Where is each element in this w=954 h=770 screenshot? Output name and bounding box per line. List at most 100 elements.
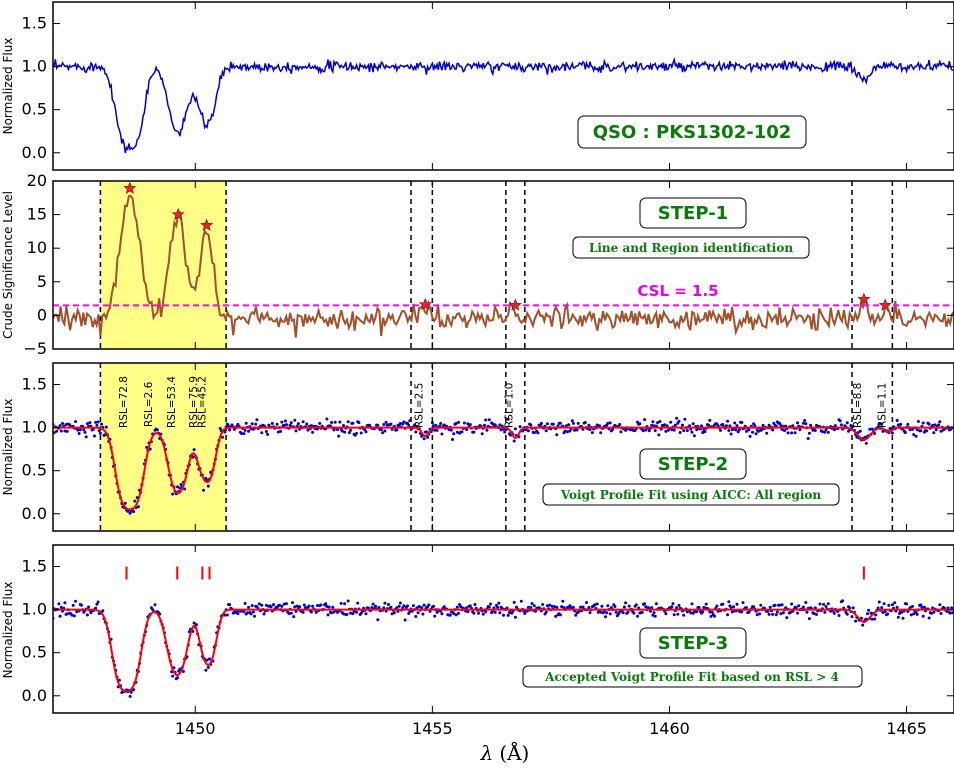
p4-data-point [880, 606, 884, 610]
panel2-ylabel: Crude Significance Level [1, 191, 15, 339]
p3-data-point [240, 432, 243, 435]
p3-data-point [349, 428, 353, 432]
p3-data-point [440, 432, 444, 436]
p3-data-point [389, 422, 393, 426]
p4-data-point [339, 601, 343, 605]
p4-data-point [293, 605, 297, 609]
p3-data-point [838, 419, 842, 423]
p4-data-point [397, 604, 401, 608]
p4-data-point [664, 612, 668, 616]
panel4-plot-area [53, 566, 954, 698]
p4-data-point [671, 602, 675, 606]
p4-data-point [874, 613, 878, 617]
qso-title-box: QSO : PKS1302-102 [577, 115, 807, 149]
p4-data-point [208, 657, 211, 661]
p4-data-point [824, 605, 828, 608]
p4-data-point [128, 694, 132, 698]
p4-data-point [636, 614, 639, 618]
p3-data-point [426, 435, 430, 439]
p4-data-point [330, 611, 334, 615]
p4-data-point [101, 609, 105, 613]
p3-data-point [691, 422, 695, 426]
p4-data-point [555, 605, 559, 609]
panel1-y-ticks: 1.5 1.0 0.5 0.0 [22, 14, 954, 162]
p3-data-point [206, 484, 210, 488]
p3-data-point [351, 421, 355, 425]
p4-data-point [349, 611, 353, 615]
p3-data-point [608, 421, 612, 425]
p1-ytick-label: 1.5 [22, 14, 47, 33]
p4-data-point [898, 612, 901, 615]
p4-data-point [890, 603, 894, 607]
p3-data-point [178, 486, 182, 490]
p3-data-point [748, 434, 752, 438]
p4-data-point [704, 602, 708, 606]
p4-data-point [796, 611, 799, 615]
p4-ytick-label: 0.0 [22, 686, 47, 705]
p3-data-point [707, 423, 711, 427]
p4-data-point [448, 613, 452, 617]
p3-data-point [880, 422, 884, 426]
panel4-y-ticks: 1.5 1.0 0.5 0.0 [22, 557, 954, 705]
p4-data-point [895, 605, 899, 609]
p4-data-point [548, 603, 552, 607]
p4-data-point [768, 605, 772, 609]
p4-data-point [355, 610, 358, 614]
p4-data-point [421, 612, 425, 616]
p3-data-point [636, 420, 639, 424]
p4-data-point [280, 604, 284, 608]
p4-data-point [346, 599, 350, 603]
p4-data-point [626, 610, 630, 614]
p4-data-point [797, 604, 801, 608]
p3-data-point [408, 419, 412, 423]
p3-data-point [939, 429, 943, 433]
p4-data-point [242, 610, 246, 614]
p3-data-point [780, 428, 784, 431]
p4-data-point [652, 611, 656, 615]
p3-data-point [916, 420, 920, 423]
p4-data-point [465, 606, 469, 610]
p3-data-point [487, 418, 491, 422]
p4-data-point [721, 602, 725, 606]
p2-region-shade [100, 181, 227, 349]
p3-data-point [638, 422, 642, 426]
p4-data-point [493, 610, 497, 614]
p4-data-point [532, 604, 536, 608]
p4-data-point [356, 601, 360, 605]
p4-data-point [605, 611, 609, 615]
p3-data-point [503, 430, 507, 434]
p4-data-point [544, 610, 548, 614]
panel-step-1: 20 15 10 5 0 −5 Crude Significance Level STEP… [1, 171, 954, 358]
p4-data-point [71, 603, 75, 607]
p3-data-point [570, 419, 574, 423]
rsl-label: RSL=2.5 [413, 383, 425, 428]
p4-data-point [613, 605, 617, 608]
p4-data-point [319, 603, 323, 607]
p3-data-point [820, 430, 824, 434]
p4-data-point [823, 610, 827, 614]
p4-data-point [498, 611, 502, 615]
p4-data-point [257, 602, 261, 606]
csl-peak-star [508, 298, 522, 311]
p3-data-point [532, 431, 536, 435]
p3-data-point [343, 430, 347, 434]
rsl-label: RSL=1.1 [877, 383, 889, 428]
p4-data-point [682, 613, 686, 617]
p3-data-point [896, 423, 900, 427]
p4-data-point [600, 604, 604, 608]
p3-data-point [823, 430, 827, 434]
p4-data-point [710, 610, 714, 614]
step3-title-box: STEP-3 [639, 627, 747, 659]
p4-data-point [285, 602, 288, 606]
p3-data-point [221, 435, 224, 439]
p4-data-point [632, 611, 636, 615]
p4-data-point [395, 606, 399, 610]
p3-data-point [65, 429, 69, 433]
p3-data-point [183, 487, 187, 491]
step2-title-frame [639, 448, 747, 480]
p4-data-point [523, 612, 527, 615]
p3-data-point [736, 430, 740, 434]
rsl-label: RSL=2.6 [143, 381, 155, 427]
p4-data-point [650, 606, 654, 610]
p4-data-point [228, 603, 232, 607]
